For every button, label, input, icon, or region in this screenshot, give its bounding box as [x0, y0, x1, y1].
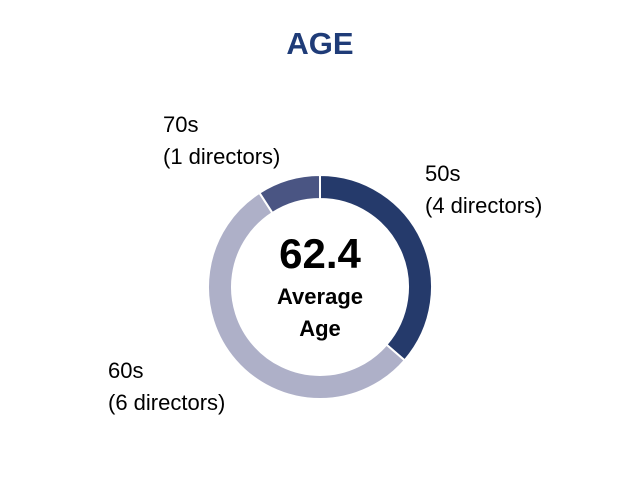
donut-segment [258, 173, 321, 215]
segment-value-label: (4 directors) [425, 193, 542, 218]
center-value: 62.4 [279, 230, 361, 277]
segment-value-label: (6 directors) [108, 390, 225, 415]
center-label: Age [299, 316, 341, 341]
segment-label: 70s [163, 112, 198, 137]
segment-label: 60s [108, 358, 143, 383]
segment-label: 50s [425, 161, 460, 186]
donut-segment [207, 191, 407, 401]
chart-title: AGE [286, 26, 353, 61]
center-label: Average [277, 284, 363, 309]
segment-value-label: (1 directors) [163, 144, 280, 169]
